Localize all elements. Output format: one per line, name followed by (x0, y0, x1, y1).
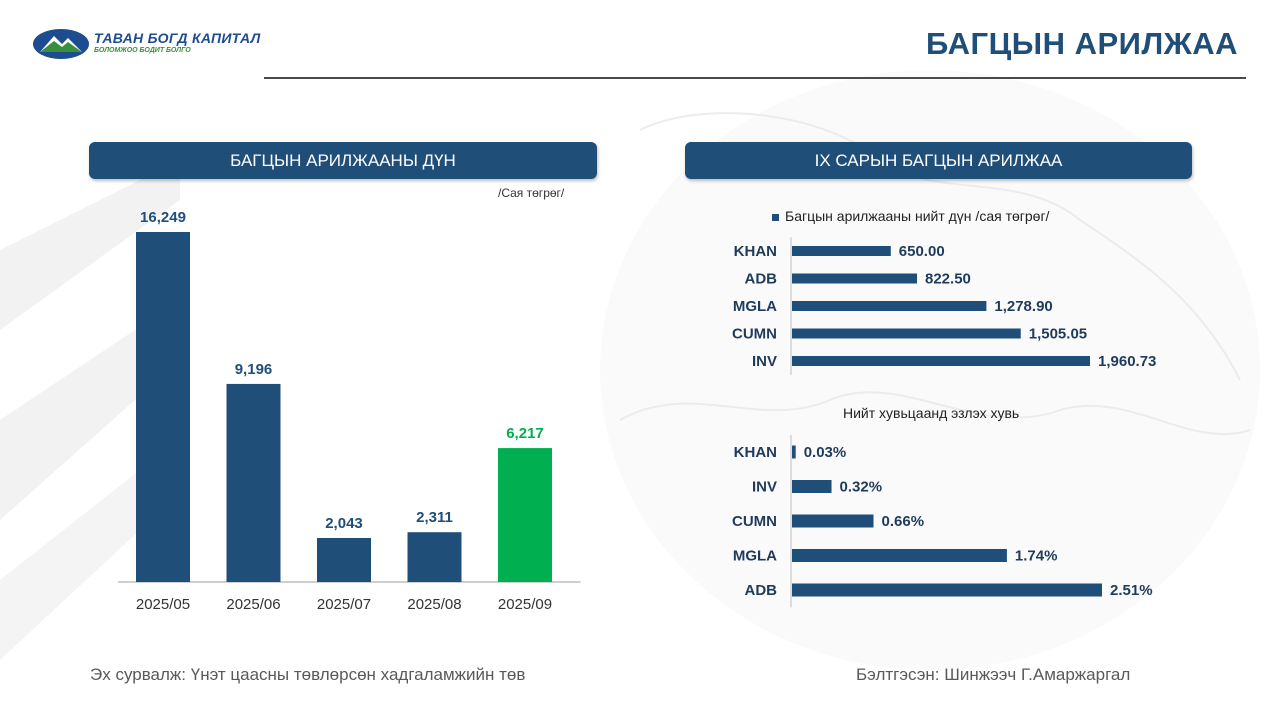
data-label: 822.50 (925, 271, 971, 288)
data-label: 650.00 (899, 243, 945, 260)
left-chart-unit: /Сая төгрөг/ (498, 186, 565, 200)
y-tick-label: ADB (745, 271, 778, 288)
bar-CUMN (792, 514, 874, 528)
logo-name: ТАВАН БОГД КАПИТАЛ (94, 30, 261, 46)
bar-INV (792, 356, 1090, 366)
x-tick-label: 2025/05 (136, 596, 190, 613)
data-label: 9,196 (235, 361, 273, 378)
bar-CUMN (792, 328, 1021, 339)
data-label: 2,311 (416, 509, 453, 526)
y-tick-label: MGLA (733, 548, 777, 565)
prepared-by: Бэлтгэсэн: Шинжээч Г.Амаржаргал (856, 665, 1131, 684)
bar-INV (792, 480, 832, 493)
bar-ADB (792, 273, 918, 284)
bar-MGLA (792, 549, 1007, 562)
y-tick-label: CUMN (732, 326, 777, 343)
source-note: Эх сурвалж: Үнэт цаасны төвлөрсөн хадгал… (90, 665, 526, 684)
x-tick-label: 2025/09 (498, 596, 552, 613)
data-label: 6,217 (506, 425, 544, 442)
y-tick-label: INV (752, 479, 777, 496)
stock-share-chart: KHAN 0.03% INV 0.32% CUMN 0.66% MGLA 1.74% ADB 2.… (732, 435, 1153, 608)
y-tick-label: CUMN (732, 513, 777, 530)
y-tick-label: KHAN (734, 243, 777, 260)
x-tick-label: 2025/07 (317, 596, 371, 613)
data-label: 0.32% (840, 479, 883, 496)
bar-KHAN (792, 445, 796, 459)
data-label: 0.03% (804, 444, 847, 461)
data-label: 1.74% (1015, 548, 1058, 565)
bar-2025/07 (317, 537, 371, 582)
title-divider (264, 77, 1246, 79)
page-title: БАГЦЫН АРИЛЖАА (926, 26, 1238, 61)
chart1-legend-label: Багцын арилжааны нийт дүн /сая төгрөг/ (785, 208, 1050, 224)
data-label: 2,043 (325, 515, 363, 532)
bar-2025/06 (226, 383, 281, 582)
monthly-volume-chart: 16,249 2025/05 9,196 2025/06 2,043 2025/07 2,3… (118, 209, 581, 613)
chart1-legend: Багцын арилжааны нийт дүн /сая төгрөг/ (772, 208, 1049, 224)
bar-2025/08 (407, 532, 462, 582)
data-label: 1,278.90 (994, 298, 1052, 315)
logo-slogan: БОЛОМЖОО БОДИТ БОЛГО (94, 47, 191, 54)
data-label: 2.51% (1110, 582, 1153, 599)
bar-KHAN (792, 246, 891, 256)
chart2-title: Нийт хувьцаанд эзлэх хувь (843, 405, 1020, 421)
bar-ADB (792, 583, 1102, 597)
data-label: 1,505.05 (1029, 326, 1087, 343)
bar-MGLA (792, 301, 987, 311)
x-tick-label: 2025/08 (407, 596, 461, 613)
stock-volume-chart: KHAN 650.00 ADB 822.50 MGLA 1,278.90 CUMN 1,505… (732, 237, 1156, 375)
legend-swatch (772, 213, 779, 221)
bar-2025/05 (136, 232, 190, 582)
data-label: 16,249 (140, 209, 186, 226)
company-logo: ТАВАН БОГД КАПИТАЛ БОЛОМЖОО БОДИТ БОЛГО (32, 28, 260, 62)
y-tick-label: INV (752, 353, 777, 370)
logo-mountain-icon (33, 29, 89, 59)
y-tick-label: ADB (745, 582, 778, 599)
bar-2025/09 (498, 448, 552, 582)
y-tick-label: KHAN (734, 444, 777, 461)
left-panel-title: БАГЦЫН АРИЛЖААНЫ ДҮН (89, 142, 597, 179)
right-panel-title: IX САРЫН БАГЦЫН АРИЛЖАА (685, 142, 1192, 179)
data-label: 0.66% (882, 513, 925, 530)
y-tick-label: MGLA (733, 298, 777, 315)
data-label: 1,960.73 (1098, 353, 1156, 370)
x-tick-label: 2025/06 (226, 596, 280, 613)
